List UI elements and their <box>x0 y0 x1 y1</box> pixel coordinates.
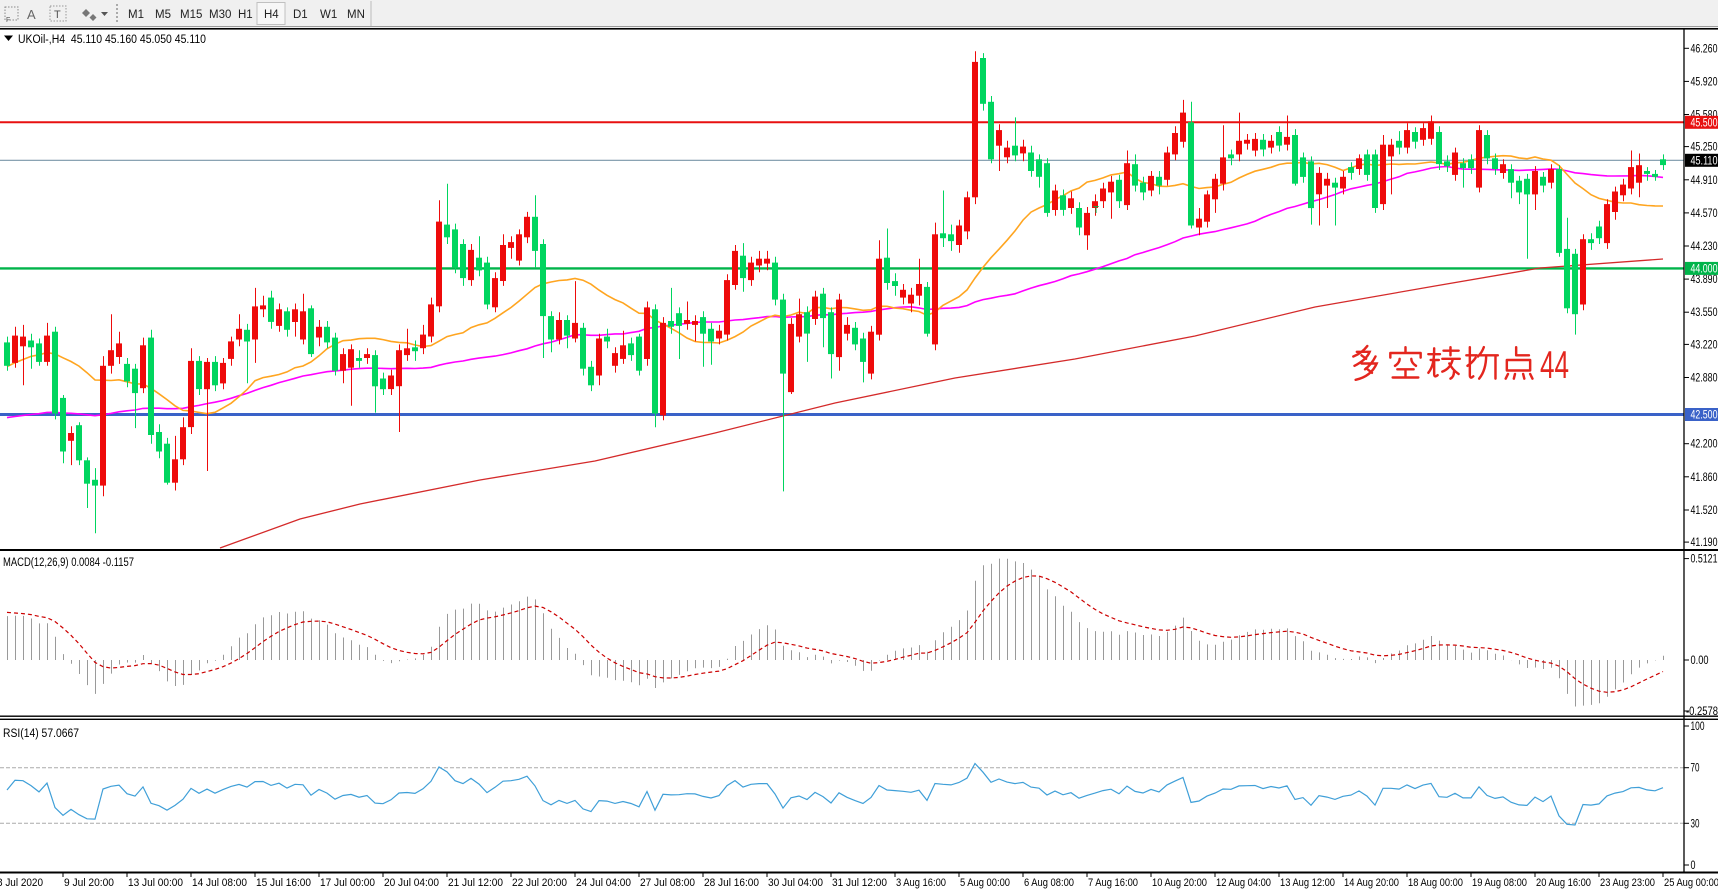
svg-text:M30: M30 <box>209 9 231 21</box>
svg-text:41.860: 41.860 <box>1691 472 1718 484</box>
svg-text:70: 70 <box>1691 763 1700 775</box>
svg-text:F: F <box>6 17 10 24</box>
svg-text:44.000: 44.000 <box>1691 264 1718 276</box>
svg-text:19 Aug 08:00: 19 Aug 08:00 <box>1472 877 1527 889</box>
svg-text:20 Jul 04:00: 20 Jul 04:00 <box>384 877 439 889</box>
svg-text:0: 0 <box>1691 860 1696 872</box>
svg-text:14 Jul 08:00: 14 Jul 08:00 <box>192 877 247 889</box>
svg-text:42.880: 42.880 <box>1691 373 1718 385</box>
svg-text:43.890: 43.890 <box>1691 274 1718 286</box>
svg-text:14 Aug 20:00: 14 Aug 20:00 <box>1344 877 1399 889</box>
svg-text:41.520: 41.520 <box>1691 505 1718 517</box>
svg-text:13 Aug 12:00: 13 Aug 12:00 <box>1280 877 1335 889</box>
svg-text:8 Jul 2020: 8 Jul 2020 <box>0 877 43 889</box>
svg-text:15 Jul 16:00: 15 Jul 16:00 <box>256 877 311 889</box>
svg-text:43.550: 43.550 <box>1691 307 1718 319</box>
svg-text:5 Aug 00:00: 5 Aug 00:00 <box>960 877 1010 889</box>
svg-text:12 Aug 04:00: 12 Aug 04:00 <box>1216 877 1271 889</box>
svg-text:24 Jul 04:00: 24 Jul 04:00 <box>576 877 631 889</box>
svg-text:18 Aug 00:00: 18 Aug 00:00 <box>1408 877 1463 889</box>
svg-text:45.110: 45.110 <box>1691 156 1718 168</box>
svg-text:17 Jul 00:00: 17 Jul 00:00 <box>320 877 375 889</box>
svg-text:43.220: 43.220 <box>1691 339 1718 351</box>
svg-text:10 Aug 20:00: 10 Aug 20:00 <box>1152 877 1207 889</box>
svg-text:H1: H1 <box>238 9 253 21</box>
svg-text:M5: M5 <box>155 9 171 21</box>
svg-text:UKOil-,H4 45.110 45.160 45.05: UKOil-,H4 45.110 45.160 45.050 45.110 <box>18 34 206 46</box>
svg-text:100: 100 <box>1691 721 1705 733</box>
svg-text:D1: D1 <box>293 9 308 21</box>
svg-text:45.250: 45.250 <box>1691 142 1718 154</box>
svg-text:28 Jul 16:00: 28 Jul 16:00 <box>704 877 759 889</box>
svg-text:MACD(12,26,9) 0.0084 -0.1157: MACD(12,26,9) 0.0084 -0.1157 <box>3 557 134 569</box>
svg-text:46.260: 46.260 <box>1691 43 1718 55</box>
svg-text:3 Aug 16:00: 3 Aug 16:00 <box>896 877 946 889</box>
svg-text:44.570: 44.570 <box>1691 208 1718 220</box>
svg-text:0.5121: 0.5121 <box>1691 554 1718 566</box>
svg-text:42.500: 42.500 <box>1691 410 1718 422</box>
svg-text:45.920: 45.920 <box>1691 76 1718 88</box>
svg-text:27 Jul 08:00: 27 Jul 08:00 <box>640 877 695 889</box>
svg-text:7 Aug 16:00: 7 Aug 16:00 <box>1088 877 1138 889</box>
svg-text:20 Aug 16:00: 20 Aug 16:00 <box>1536 877 1591 889</box>
svg-text:9 Jul 20:00: 9 Jul 20:00 <box>64 877 114 889</box>
svg-text:T: T <box>54 9 61 21</box>
svg-text:41.190: 41.190 <box>1691 537 1718 549</box>
svg-text:44.910: 44.910 <box>1691 175 1718 187</box>
svg-text:44.230: 44.230 <box>1691 241 1718 253</box>
svg-text:-0.2578: -0.2578 <box>1686 706 1718 718</box>
svg-text:21 Jul 12:00: 21 Jul 12:00 <box>448 877 503 889</box>
svg-text:0.00: 0.00 <box>1691 655 1709 667</box>
svg-text:M15: M15 <box>180 9 202 21</box>
svg-text:22 Jul 20:00: 22 Jul 20:00 <box>512 877 567 889</box>
svg-text:30: 30 <box>1691 818 1700 830</box>
svg-text:25 Aug 00:00: 25 Aug 00:00 <box>1664 877 1718 889</box>
svg-text:M1: M1 <box>128 9 144 21</box>
svg-text:T: T <box>1093 205 1099 216</box>
svg-text:31 Jul 12:00: 31 Jul 12:00 <box>832 877 887 889</box>
svg-text:30 Jul 04:00: 30 Jul 04:00 <box>768 877 823 889</box>
svg-text:44: 44 <box>1540 344 1569 387</box>
svg-text:6 Aug 08:00: 6 Aug 08:00 <box>1024 877 1074 889</box>
svg-text:H4: H4 <box>264 9 279 21</box>
svg-text:RSI(14) 57.0667: RSI(14) 57.0667 <box>3 728 79 740</box>
svg-text:13 Jul 00:00: 13 Jul 00:00 <box>128 877 183 889</box>
svg-text:45.500: 45.500 <box>1691 118 1718 130</box>
svg-text:23 Aug 23:00: 23 Aug 23:00 <box>1600 877 1655 889</box>
svg-text:A: A <box>27 7 36 22</box>
svg-text:W1: W1 <box>320 9 337 21</box>
svg-text:42.200: 42.200 <box>1691 439 1718 451</box>
svg-text:MN: MN <box>347 9 365 21</box>
